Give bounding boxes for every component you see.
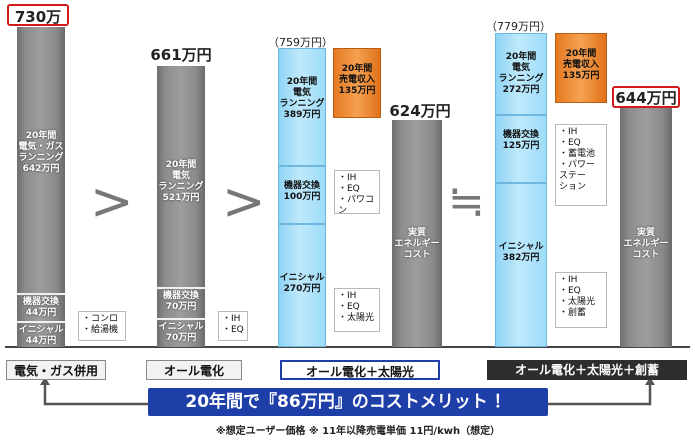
bar-storage-net: 実質 エネルギー コスト — [620, 108, 672, 347]
segment-initial-bar1: イニシャル 44万円 — [18, 325, 64, 346]
callout-bar3-initial: ・IH ・EQ ・太陽光 — [334, 288, 380, 332]
callout-bar1-equipment: ・コンロ ・給湯機 — [78, 311, 126, 341]
footnote: ※想定ユーザー価格 ※ 11年以降売電単価 11円/kwh（想定） — [215, 426, 501, 437]
banner-connector-arrowhead — [40, 377, 50, 385]
comparator-3: ≒ — [448, 176, 485, 227]
total-label-bar2: 661万円 — [150, 46, 212, 64]
cost-merit-banner: 20年間で『86万円』のコストメリット ！ — [148, 388, 548, 416]
segment-running-bar4: 20年間 電気 ランニング 272万円 — [498, 52, 544, 95]
bar-all-electric: 20年間 電気 ランニング 521万円 機器交換 70万円 イニシャル 70万円 — [157, 66, 205, 347]
income-text-bar3: 20年間 売電収入 135万円 — [338, 64, 376, 96]
total-label-bar1: 730万円 — [7, 4, 69, 48]
net-text-bar4: 実質 エネルギー コスト — [623, 228, 669, 260]
category-label-bar3: オール電化＋太陽光 — [280, 360, 440, 380]
net-label-bar4: 644万円 — [612, 86, 680, 108]
category-label-bar2: オール電化 — [146, 360, 242, 380]
bar-storage-gross: 20年間 電気 ランニング 272万円 機器交換 125万円 イニシャル 382… — [495, 33, 547, 347]
segment-initial-bar3: イニシャル 270万円 — [279, 273, 325, 294]
callout-bar4-replacement: ・IH ・EQ ・蓄電池 ・パワー ステー ション — [555, 124, 607, 206]
callout-bar2-equipment: ・IH ・EQ — [218, 311, 248, 341]
callout-bar4-initial: ・IH ・EQ ・太陽光 ・創蓄 — [555, 272, 607, 328]
comparator-2: > — [222, 172, 266, 232]
segment-running-bar1: 20年間 電気・ガス ランニング 642万円 — [18, 131, 64, 174]
income-text-bar4: 20年間 売電収入 135万円 — [562, 49, 600, 81]
category-label-bar4: オール電化＋太陽光＋創蓄 — [487, 360, 687, 380]
segment-replacement-bar2: 機器交換 70万円 — [162, 291, 199, 312]
segment-replacement-bar1: 機器交換 44万円 — [22, 297, 59, 318]
segment-running-bar3: 20年間 電気 ランニング 389万円 — [279, 77, 325, 120]
bar-solar-net: 実質 エネルギー コスト — [392, 120, 442, 347]
gross-label-bar3: （759万円） — [268, 36, 333, 49]
category-label-bar1: 電気・ガス併用 — [6, 360, 106, 380]
bar-gas-electric: 20年間 電気・ガス ランニング 642万円 機器交換 44万円 イニシャル 4… — [17, 27, 65, 347]
income-block-bar4: 20年間 売電収入 135万円 — [555, 33, 607, 103]
bar-solar-gross: 20年間 電気 ランニング 389万円 機器交換 100万円 イニシャル 270… — [278, 48, 326, 347]
segment-initial-bar2: イニシャル 70万円 — [158, 322, 204, 343]
income-block-bar3: 20年間 売電収入 135万円 — [333, 48, 381, 118]
segment-replacement-bar3: 機器交換 100万円 — [283, 181, 321, 202]
segment-running-bar2: 20年間 電気 ランニング 521万円 — [158, 160, 204, 203]
gross-label-bar4: （779万円） — [486, 20, 551, 33]
segment-replacement-bar4: 機器交換 125万円 — [502, 130, 540, 151]
comparator-1: > — [90, 172, 134, 232]
banner-connector-arrowhead-right — [645, 377, 655, 385]
callout-bar3-replacement: ・IH ・EQ ・パワコン — [334, 170, 380, 216]
net-label-bar3: 624万円 — [389, 102, 451, 120]
segment-initial-bar4: イニシャル 382万円 — [498, 242, 544, 263]
net-text-bar3: 実質 エネルギー コスト — [394, 228, 440, 260]
